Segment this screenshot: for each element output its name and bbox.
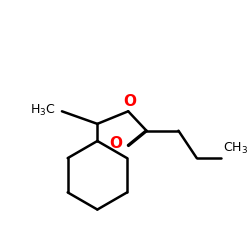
Text: CH$_3$: CH$_3$ <box>223 141 248 156</box>
Text: O: O <box>110 136 122 151</box>
Text: O: O <box>123 94 136 109</box>
Text: H$_3$C: H$_3$C <box>30 102 55 118</box>
